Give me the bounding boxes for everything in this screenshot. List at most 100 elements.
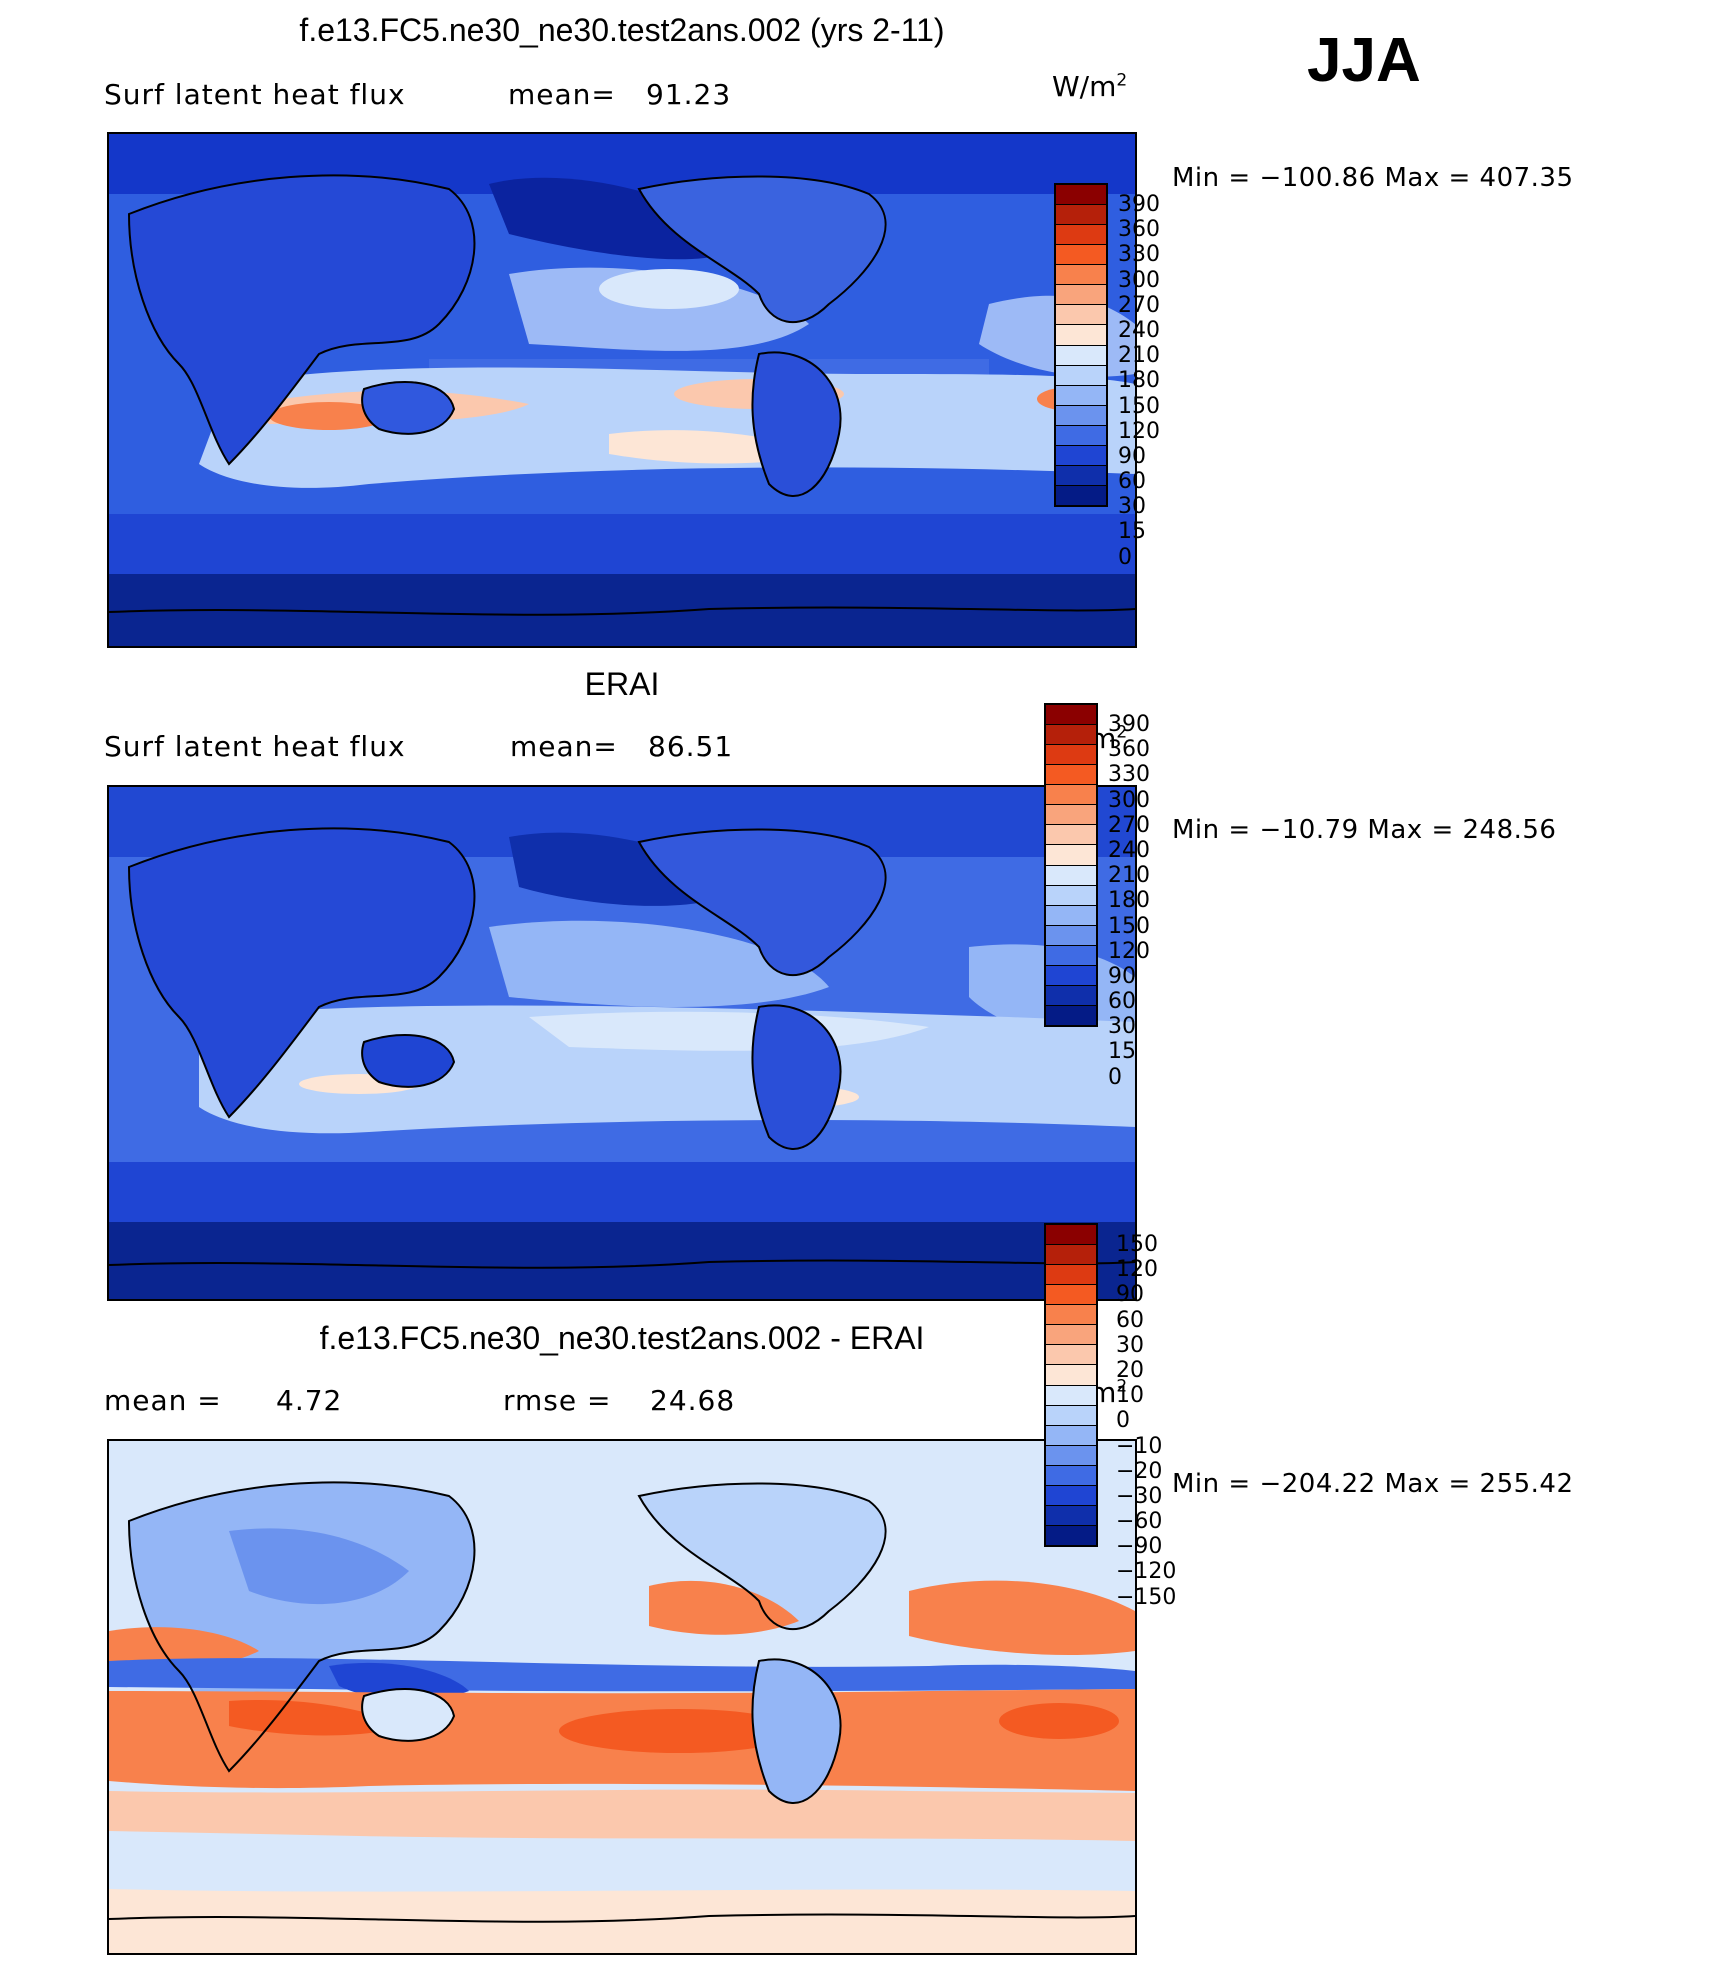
- panel-diff-colorbar-tick-label: 30: [1116, 1332, 1144, 1358]
- panel-obs-colorbar-labels: 390 360 330 300 270 240 210 180 150 120 90 60 30 15 0: [1108, 712, 1150, 1090]
- panel-obs-colorbar-tick-label: 30: [1108, 1014, 1136, 1040]
- panel-obs-colorbar-swatch: [1046, 905, 1096, 926]
- panel-diff-colorbar-swatch: [1046, 1305, 1096, 1326]
- panel-diff-colorbar-tick-label: −150: [1116, 1584, 1177, 1610]
- panel-diff-colorbar-swatch: [1046, 1485, 1096, 1506]
- panel-obs-colorbar-swatch: [1046, 785, 1096, 806]
- panel-obs-colorbar-tick-label: 300: [1108, 787, 1150, 813]
- panel-diff-colorbar-tick-label: −120: [1116, 1559, 1177, 1585]
- season-label: JJA: [1307, 26, 1421, 95]
- panel-model-colorbar-swatch: [1056, 205, 1106, 226]
- panel-model-colorbar-swatch: [1056, 345, 1106, 366]
- panel-obs-colorbar-tick-label: 90: [1108, 963, 1136, 989]
- panel-model-title: f.e13.FC5.ne30_ne30.test2ans.002 (yrs 2-…: [299, 12, 945, 48]
- panel-obs-colorbar-tick-label: 180: [1108, 888, 1150, 914]
- panel-diff-colorbar-swatch: [1046, 1425, 1096, 1446]
- panel-diff-map-svg: [109, 1441, 1135, 1953]
- panel-diff-colorbar-tick-label: 120: [1116, 1257, 1158, 1283]
- panel-model-units: W/m2: [1052, 70, 1128, 103]
- panel-model-map-svg: [109, 134, 1135, 646]
- panel-model-colorbar-swatch: [1056, 405, 1106, 426]
- panel-obs-colorbar-tick-label: 0: [1108, 1064, 1122, 1090]
- panel-model-colorbar-tick-label: 90: [1118, 443, 1146, 469]
- panel-obs-colorbar-swatch: [1046, 965, 1096, 986]
- panel-obs-left-label: Surf latent heat flux: [104, 730, 406, 763]
- panel-model-map: [107, 132, 1137, 648]
- panel-model-minmax: Min = −100.86 Max = 407.35: [1172, 163, 1574, 193]
- panel-obs-colorbar-tick-label: 60: [1108, 989, 1136, 1015]
- panel-obs-colorbar-swatch: [1046, 945, 1096, 966]
- panel-diff-colorbar-tick-label: 90: [1116, 1282, 1144, 1308]
- panel-diff-colorbar-swatch: [1046, 1225, 1096, 1246]
- panel-diff-colorbar-tick-label: −30: [1116, 1483, 1163, 1509]
- panel-obs-minmax: Min = −10.79 Max = 248.56: [1172, 815, 1557, 845]
- panel-obs-colorbar-swatch: [1046, 1005, 1096, 1025]
- panel-model-colorbar-tick-label: 390: [1118, 192, 1160, 217]
- panel-model-colorbar-swatch: [1056, 465, 1106, 486]
- panel-model-colorbar-swatch: [1056, 245, 1106, 266]
- panel-diff-colorbar-swatch: [1046, 1285, 1096, 1306]
- panel-obs-mean-label: mean=: [510, 730, 618, 763]
- panel-diff-colorbar-tick-label: −10: [1116, 1433, 1163, 1459]
- panel-model-colorbar-tick-label: 240: [1118, 317, 1160, 343]
- panel-diff-rmse-label: rmse =: [503, 1384, 612, 1417]
- panel-model-colorbar-labels: 390 360 330 300 270 240 210 180 150 120 90 60 30 15 0: [1118, 192, 1160, 570]
- panel-model-colorbar-tick-label: 300: [1118, 267, 1160, 293]
- panel-model-colorbar-swatch: [1056, 265, 1106, 286]
- panel-obs-colorbar-tick-label: 120: [1108, 938, 1150, 964]
- panel-model-colorbar-swatch: [1056, 225, 1106, 246]
- panel-model-left-label: Surf latent heat flux: [104, 78, 406, 111]
- panel-diff-colorbar-tick-label: 10: [1116, 1383, 1144, 1409]
- panel-obs-colorbar-tick-label: 15: [1108, 1039, 1136, 1065]
- panel-model-colorbar-tick-label: 120: [1118, 418, 1160, 444]
- panel-diff-colorbar-swatch: [1046, 1265, 1096, 1286]
- panel-diff-title: f.e13.FC5.ne30_ne30.test2ans.002 - ERAI: [319, 1320, 925, 1356]
- panel-obs-colorbar-swatch: [1046, 725, 1096, 746]
- panel-model-colorbar-tick-label: 0: [1118, 544, 1132, 570]
- panel-diff-colorbar-swatch: [1046, 1365, 1096, 1386]
- panel-diff-colorbar-tick-label: −60: [1116, 1509, 1163, 1535]
- panel-model-colorbar-tick-label: 360: [1118, 217, 1160, 243]
- panel-model-colorbar-tick-label: 210: [1118, 343, 1160, 369]
- panel-obs-title: ERAI: [584, 666, 660, 702]
- panel-obs-colorbar-swatch: [1046, 985, 1096, 1006]
- panel-diff-colorbar-tick-label: 20: [1116, 1357, 1144, 1383]
- panel-obs-colorbar-tick-label: 210: [1108, 863, 1150, 889]
- panel-model-colorbar-swatch: [1056, 425, 1106, 446]
- panel-obs-colorbar-swatch: [1046, 885, 1096, 906]
- panel-obs-colorbar-tick-label: 150: [1108, 913, 1150, 939]
- panel-model-colorbar-tick-label: 270: [1118, 292, 1160, 318]
- panel-model-colorbar-swatch: [1056, 445, 1106, 466]
- panel-model-colorbar-tick-label: 30: [1118, 494, 1146, 520]
- panel-diff-mean-value: 4.72: [276, 1384, 343, 1417]
- panel-diff-colorbar-swatch: [1046, 1525, 1096, 1545]
- panel-obs-map: [107, 785, 1137, 1301]
- panel-model-colorbar-tick-label: 15: [1118, 519, 1146, 545]
- panel-diff-rmse-value: 24.68: [650, 1384, 736, 1417]
- panel-model-colorbar-swatch: [1056, 325, 1106, 346]
- panel-diff-colorbar-tick-label: −90: [1116, 1534, 1163, 1560]
- panel-obs-colorbar-swatch: [1046, 865, 1096, 886]
- panel-obs-mean-value: 86.51: [648, 730, 734, 763]
- panel-diff-colorbar-swatch: [1046, 1345, 1096, 1366]
- panel-diff-colorbar-tick-label: −20: [1116, 1458, 1163, 1484]
- panel-diff-colorbar-labels: 150 120 90 60 30 20 10 0 −10 −20 −30 −60 −90 −120 −150: [1116, 1232, 1176, 1610]
- panel-obs-colorbar-swatch: [1046, 845, 1096, 866]
- panel-model-colorbar-tick-label: 330: [1118, 242, 1160, 268]
- panel-obs-colorbar-swatch: [1046, 765, 1096, 786]
- panel-diff-colorbar-swatch: [1046, 1325, 1096, 1346]
- panel-model-colorbar-swatch: [1056, 305, 1106, 326]
- panel-obs-colorbar-tick-label: 270: [1108, 812, 1150, 838]
- panel-model-colorbar-tick-label: 180: [1118, 368, 1160, 394]
- panel-model-colorbar-swatch: [1056, 385, 1106, 406]
- panel-obs-colorbar-tick-label: 330: [1108, 762, 1150, 788]
- panel-obs-colorbar-swatch: [1046, 925, 1096, 946]
- panel-diff-minmax: Min = −204.22 Max = 255.42: [1172, 1469, 1574, 1499]
- panel-diff-colorbar-tick-label: 60: [1116, 1307, 1144, 1333]
- panel-model-colorbar-swatch: [1056, 365, 1106, 386]
- panel-obs-colorbar-swatch: [1046, 825, 1096, 846]
- panel-model-mean-label: mean=: [508, 78, 616, 111]
- panel-model-colorbar-tick-label: 60: [1118, 469, 1146, 495]
- panel-obs-colorbar-tick-label: 240: [1108, 837, 1150, 863]
- panel-diff-colorbar: [1044, 1223, 1098, 1547]
